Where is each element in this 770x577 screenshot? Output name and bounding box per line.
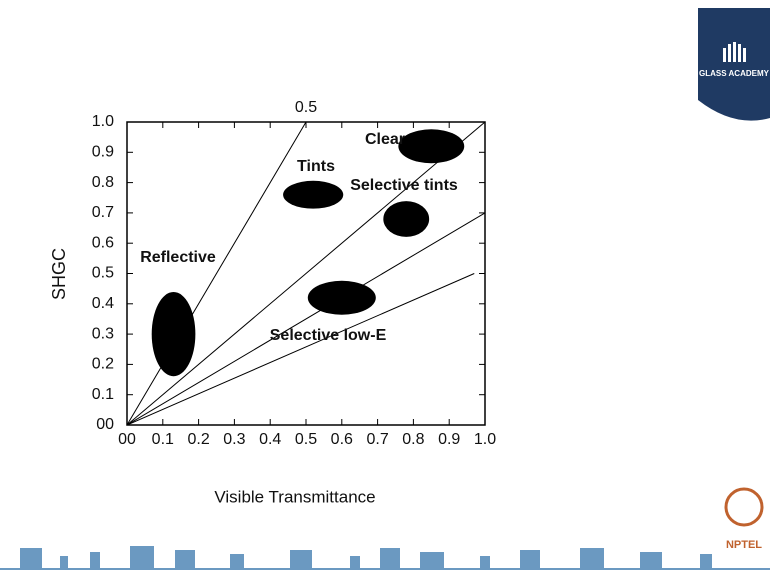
region: [383, 201, 430, 237]
x-tick-label: 0.4: [259, 431, 281, 448]
ratio-line: [126, 273, 475, 426]
badge-text: GLASS ACADEMY: [699, 69, 770, 78]
region: [151, 291, 196, 377]
x-tick-label: 0.9: [438, 431, 460, 448]
footer-skyline: [0, 546, 770, 570]
ratio-line: [126, 121, 307, 426]
logo-wheel: [724, 487, 764, 527]
x-tick-label: 0.3: [223, 431, 245, 448]
region-label: Tints: [297, 158, 335, 175]
region: [307, 280, 376, 315]
x-tick-label: 1.0: [474, 431, 496, 448]
y-tick-label: 0.3: [92, 325, 114, 342]
y-tick-label: 0.5: [92, 265, 114, 282]
y-tick-label: 00: [96, 416, 114, 433]
region: [398, 129, 465, 164]
y-tick-label: 0.9: [92, 144, 114, 161]
x-tick-label: 0.7: [366, 431, 388, 448]
y-tick-label: 1.0: [92, 113, 114, 130]
y-tick-label: 0.7: [92, 204, 114, 221]
region-label: Selective tints: [350, 177, 458, 194]
line-label: 0.5: [295, 99, 317, 116]
badge-icon: [723, 42, 746, 62]
region: [283, 180, 344, 209]
ratio-line: [126, 212, 486, 426]
x-tick-label: 0.6: [331, 431, 353, 448]
x-tick-label: 0.5: [295, 431, 317, 448]
badge-shield: [698, 8, 770, 121]
region-label: Clear: [365, 131, 405, 148]
x-axis-label: Visible Transmittance: [214, 487, 375, 506]
y-tick-label: 0.1: [92, 386, 114, 403]
region-label: Selective low-E: [270, 327, 387, 344]
y-tick-label: 0.6: [92, 234, 114, 251]
region-label: Reflective: [140, 249, 216, 266]
x-tick-label: 00: [118, 431, 136, 448]
y-tick-label: 0.4: [92, 295, 114, 312]
y-axis-label: SHGC: [49, 248, 69, 300]
x-tick-label: 0.1: [152, 431, 174, 448]
x-tick-label: 0.2: [187, 431, 209, 448]
y-tick-label: 0.8: [92, 174, 114, 191]
y-tick-label: 0.2: [92, 356, 114, 373]
x-tick-label: 0.8: [402, 431, 424, 448]
logo-text: NPTEL: [726, 539, 762, 551]
ratio-line: [126, 121, 486, 426]
